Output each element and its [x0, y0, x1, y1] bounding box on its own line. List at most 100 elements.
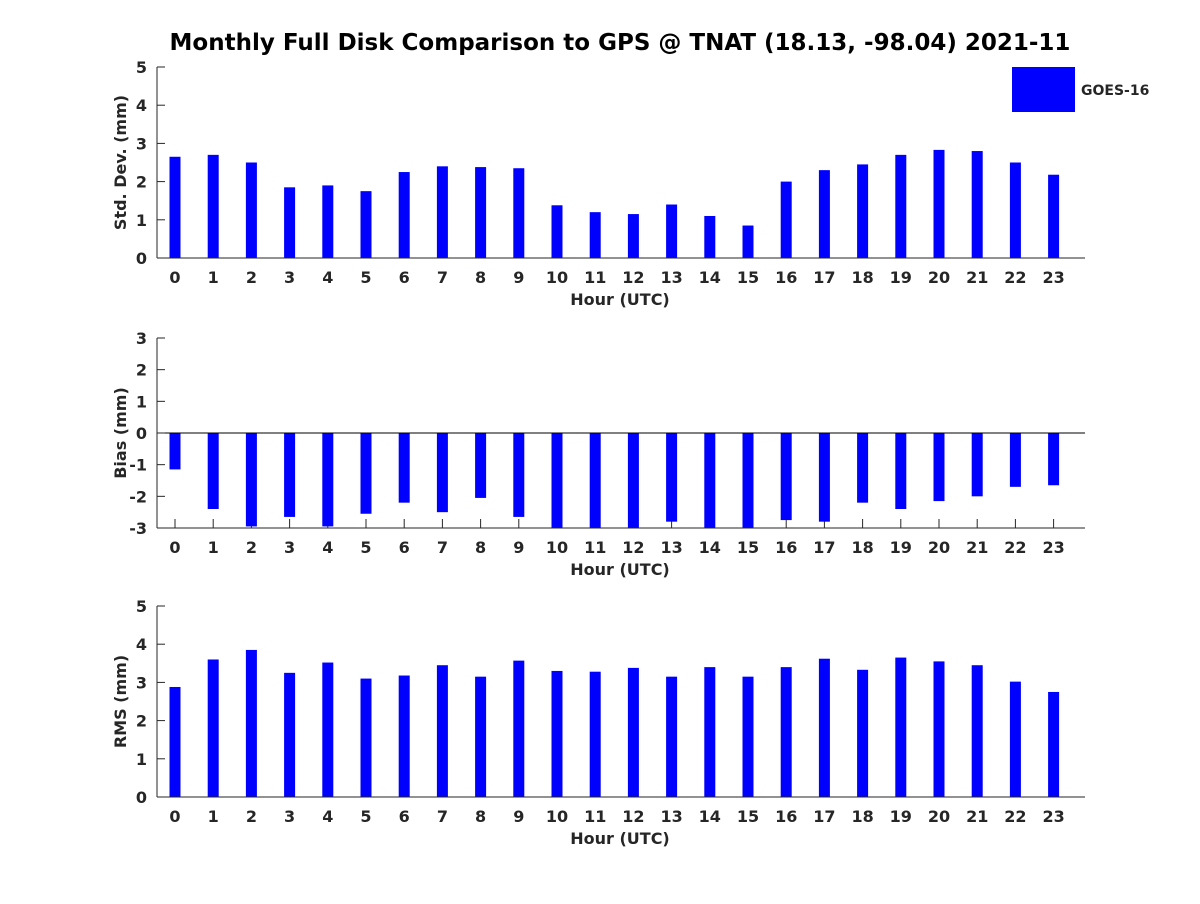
- y-tick-label: 5: [136, 597, 147, 616]
- bar: [742, 676, 754, 797]
- bar: [207, 659, 219, 797]
- x-tick-label: 9: [513, 807, 524, 826]
- y-tick-label: 4: [136, 96, 147, 115]
- x-tick-label: 8: [475, 807, 486, 826]
- x-tick-label: 5: [360, 807, 371, 826]
- bar: [475, 433, 487, 498]
- x-tick-label: 4: [322, 538, 333, 557]
- bar: [704, 433, 716, 528]
- bar: [933, 661, 945, 797]
- bar: [513, 433, 525, 517]
- y-tick-label: 0: [136, 788, 147, 807]
- x-tick-label: 11: [584, 538, 606, 557]
- y-tick-label: 2: [136, 173, 147, 192]
- x-tick-label: 3: [284, 268, 295, 287]
- bar: [360, 433, 372, 514]
- x-tick-label: 10: [546, 538, 568, 557]
- y-tick-label: 3: [136, 673, 147, 692]
- bar: [895, 154, 907, 258]
- x-tick-label: 20: [928, 807, 950, 826]
- x-axis-label: Hour (UTC): [570, 560, 670, 579]
- bar: [818, 658, 830, 797]
- x-tick-label: 0: [169, 538, 180, 557]
- x-tick-label: 5: [360, 268, 371, 287]
- bar: [398, 675, 410, 797]
- bar: [1009, 433, 1021, 487]
- bar: [666, 676, 678, 797]
- legend: GOES-16: [1012, 67, 1149, 112]
- bar: [818, 433, 830, 522]
- y-tick-label: 1: [136, 392, 147, 411]
- x-tick-label: 16: [775, 807, 797, 826]
- y-tick-label: 3: [136, 329, 147, 348]
- bar: [207, 154, 219, 258]
- bar: [666, 204, 678, 258]
- x-tick-label: 4: [322, 807, 333, 826]
- x-axis-label: Hour (UTC): [570, 829, 670, 848]
- bar: [780, 181, 792, 258]
- y-tick-label: 1: [136, 750, 147, 769]
- bar: [742, 225, 754, 258]
- y-tick-label: 4: [136, 635, 147, 654]
- bar: [589, 671, 601, 797]
- x-tick-label: 17: [813, 268, 835, 287]
- x-tick-label: 12: [622, 268, 644, 287]
- bar: [780, 667, 792, 797]
- x-tick-label: 7: [437, 807, 448, 826]
- x-tick-label: 11: [584, 268, 606, 287]
- bar: [589, 433, 601, 528]
- x-tick-label: 18: [851, 807, 873, 826]
- x-tick-label: 2: [246, 807, 257, 826]
- bar: [245, 162, 257, 258]
- y-axis-label: Bias (mm): [111, 387, 130, 479]
- bar: [1048, 691, 1060, 797]
- bar: [1048, 174, 1060, 258]
- x-tick-label: 17: [813, 807, 835, 826]
- x-tick-label: 22: [1004, 268, 1026, 287]
- bar: [971, 665, 983, 797]
- y-tick-label: 0: [136, 249, 147, 268]
- bar: [169, 433, 181, 470]
- x-tick-label: 6: [399, 807, 410, 826]
- bar: [245, 649, 257, 797]
- bar: [245, 433, 257, 527]
- y-tick-label: -1: [129, 456, 147, 475]
- bar: [360, 191, 372, 258]
- bar: [818, 170, 830, 258]
- x-tick-label: 1: [208, 807, 219, 826]
- legend-label: GOES-16: [1081, 83, 1149, 99]
- bar: [895, 433, 907, 509]
- bar: [666, 433, 678, 522]
- x-tick-label: 19: [890, 538, 912, 557]
- x-tick-label: 4: [322, 268, 333, 287]
- x-tick-label: 6: [399, 268, 410, 287]
- bar: [704, 215, 716, 258]
- x-tick-label: 0: [169, 807, 180, 826]
- x-tick-label: 9: [513, 268, 524, 287]
- y-tick-label: -2: [129, 487, 147, 506]
- x-tick-label: 14: [699, 807, 721, 826]
- bar: [169, 686, 181, 797]
- y-tick-label: 5: [136, 58, 147, 77]
- bar: [627, 214, 639, 258]
- bar: [895, 657, 907, 797]
- x-tick-label: 12: [622, 538, 644, 557]
- x-tick-label: 1: [208, 538, 219, 557]
- x-tick-label: 18: [851, 538, 873, 557]
- bar: [857, 433, 869, 503]
- x-tick-label: 6: [399, 538, 410, 557]
- x-tick-label: 21: [966, 807, 988, 826]
- legend-swatch: [1012, 67, 1075, 112]
- x-tick-label: 13: [660, 268, 682, 287]
- bar: [436, 433, 448, 513]
- x-tick-label: 23: [1042, 807, 1064, 826]
- y-tick-label: 1: [136, 211, 147, 230]
- x-tick-label: 3: [284, 807, 295, 826]
- bar: [1009, 681, 1021, 797]
- x-tick-label: 16: [775, 538, 797, 557]
- x-tick-label: 16: [775, 268, 797, 287]
- x-tick-label: 2: [246, 268, 257, 287]
